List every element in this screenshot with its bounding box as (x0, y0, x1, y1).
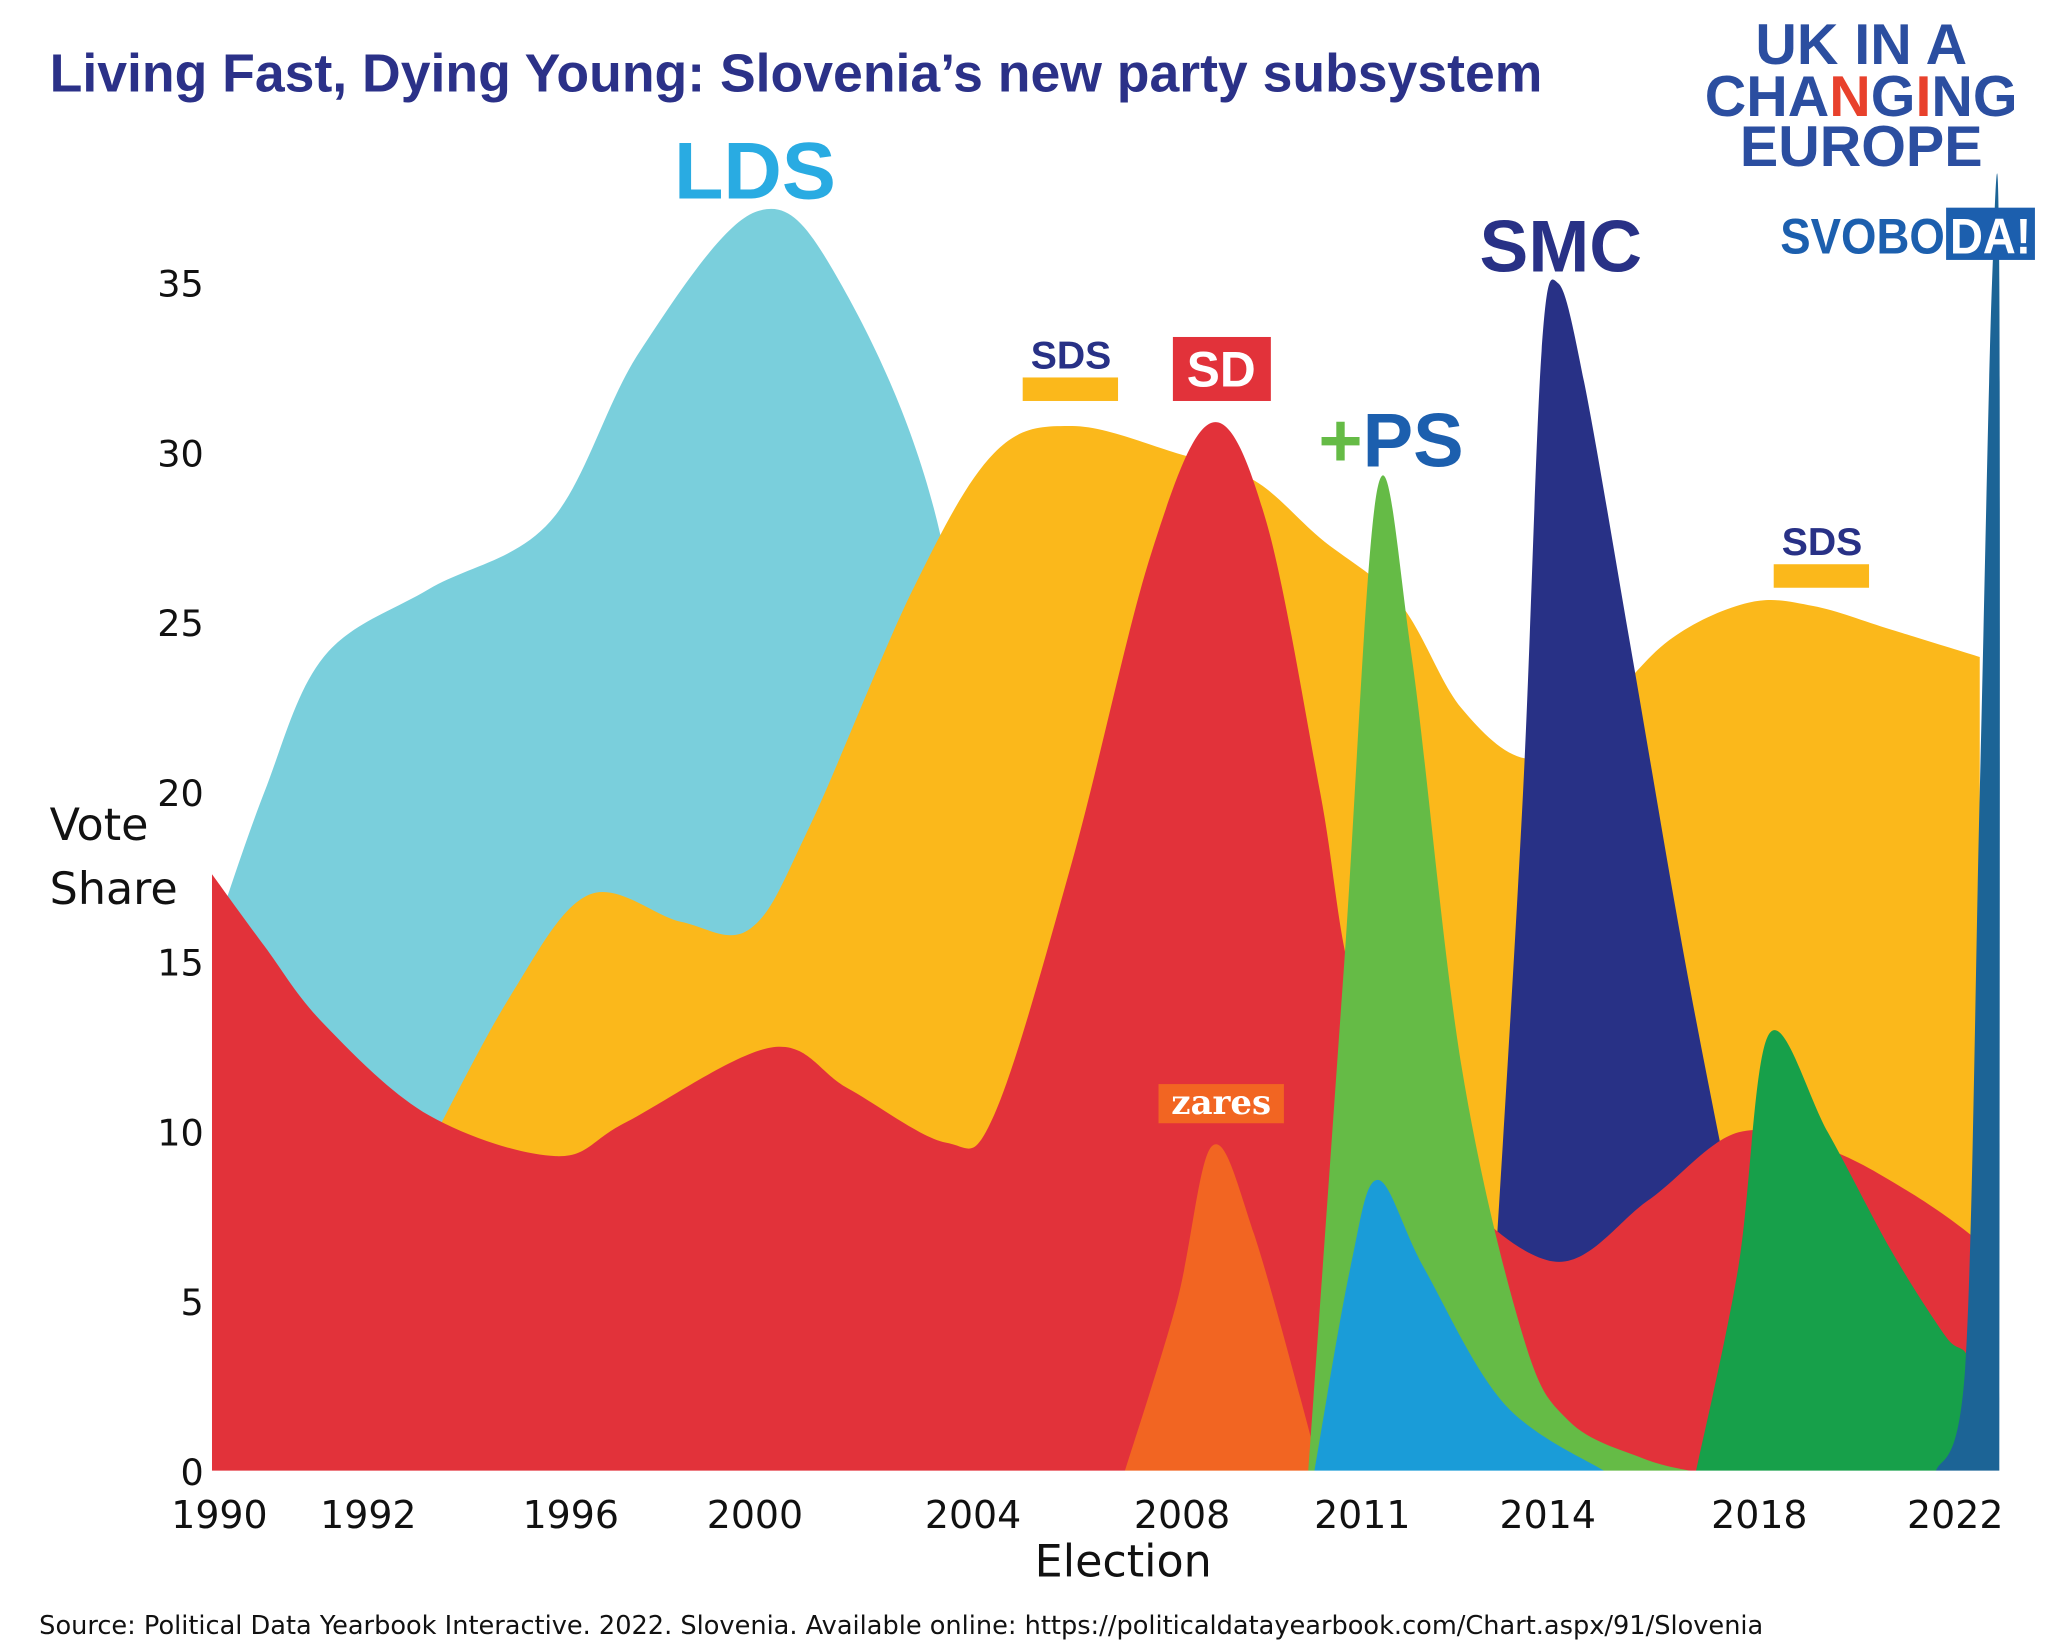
area-svoboda (1935, 173, 2000, 1472)
x-tick-label: 1990 (171, 1493, 267, 1537)
brand-line-1: UK IN A (1755, 13, 1967, 77)
sd-logo-box (1172, 336, 1271, 401)
x-axis: 1990 1992 1996 2000 2004 2008 2011 2014 2018 2022 (171, 1493, 2003, 1537)
y-axis-label-line-2: Share (50, 864, 178, 915)
x-tick-label: 2018 (1711, 1493, 1807, 1537)
area-zares (1124, 1144, 1321, 1472)
y-tick-label: 15 (157, 942, 204, 985)
label-smc: SMC (1480, 207, 1643, 288)
svoboda-logo-box (1946, 207, 2035, 260)
label-lds: LDS (674, 127, 836, 217)
source-note: Source: Political Data Yearbook Interact… (39, 1611, 1763, 1641)
x-tick-label: 2011 (1314, 1493, 1410, 1537)
chart-title: Living Fast, Dying Young: Slovenia’s new… (50, 44, 1543, 103)
y-tick-label: 10 (157, 1111, 204, 1154)
y-axis: 0 5 10 15 20 25 30 35 (157, 262, 204, 1494)
x-tick-label: 2008 (1134, 1493, 1230, 1537)
label-sds-2004: SDS (1031, 334, 1112, 377)
y-tick-label: 30 (157, 432, 204, 475)
label-svoboda-a: SVOBO (1780, 208, 1945, 264)
x-tick-label: 2004 (925, 1493, 1021, 1537)
label-svoboda-b: DA! (1950, 208, 2031, 264)
y-tick-label: 0 (180, 1451, 203, 1494)
zares-logo-box (1158, 1084, 1284, 1124)
y-tick-label: 5 (180, 1281, 203, 1324)
brand-line-3: EUROPE (1740, 115, 1983, 179)
x-tick-label: 2000 (707, 1493, 803, 1537)
area-dl (1314, 1179, 1606, 1472)
x-tick-label: 1996 (523, 1493, 619, 1537)
x-tick-label: 1992 (320, 1493, 416, 1537)
x-axis-label: Election (1035, 1536, 1212, 1587)
label-sds-2018: SDS (1782, 521, 1863, 564)
sds-2004-bar (1022, 377, 1119, 401)
area-sd (211, 422, 1980, 1472)
label-sd: SD (1187, 342, 1256, 398)
label-zares: zares (1171, 1083, 1271, 1123)
area-series-group (211, 173, 2000, 1472)
brand-line-2: CHANGING (1705, 65, 2018, 129)
label-ps: +PS (1318, 398, 1463, 483)
y-tick-label: 25 (157, 602, 204, 645)
y-tick-label: 20 (157, 772, 204, 815)
x-tick-label: 2022 (1907, 1493, 2003, 1537)
area-ps (1308, 475, 1696, 1472)
y-axis-label-line-1: Vote (50, 800, 149, 851)
brand-logo: UK IN A CHANGING EUROPE (1705, 13, 2018, 179)
area-lm- (1695, 1030, 1985, 1472)
x-tick-label: 2014 (1500, 1493, 1596, 1537)
y-tick-label: 35 (157, 262, 204, 305)
sds-2018-bar (1773, 564, 1870, 588)
